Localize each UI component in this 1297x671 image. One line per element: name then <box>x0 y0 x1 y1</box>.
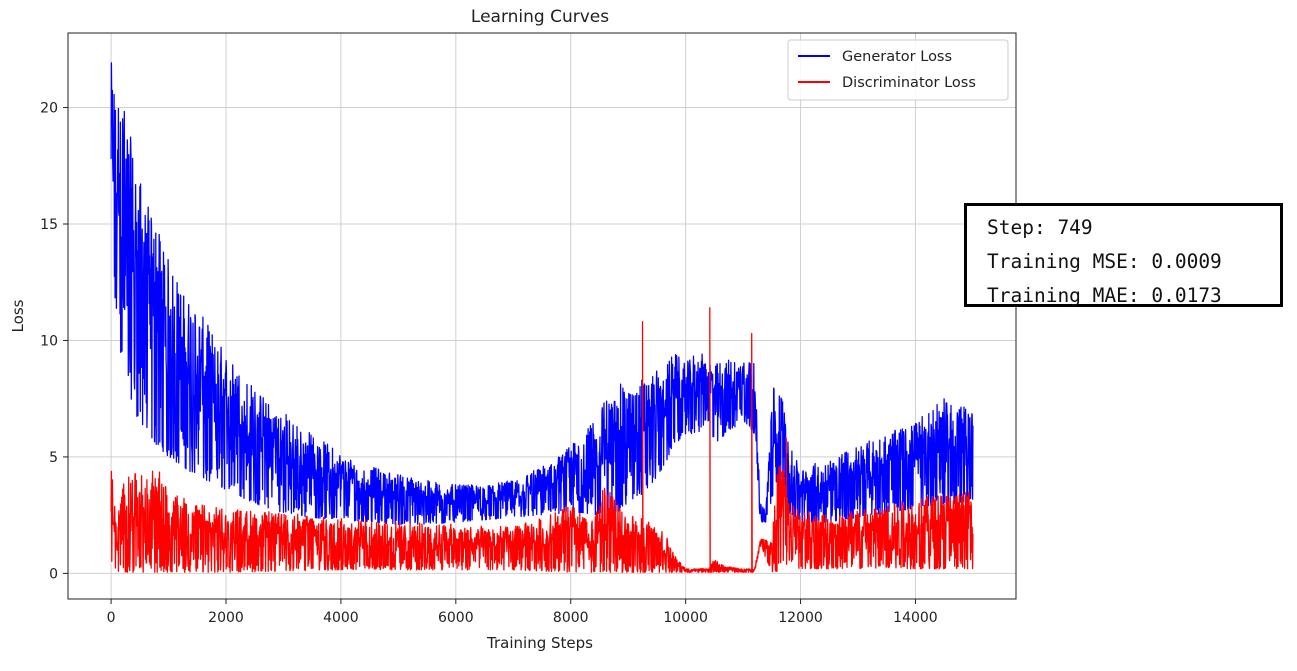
x-tick-label: 2000 <box>208 610 244 626</box>
chart-title: Learning Curves <box>471 7 609 27</box>
y-tick-label: 0 <box>49 566 58 582</box>
y-tick-label: 10 <box>40 333 58 349</box>
x-tick-label: 0 <box>107 610 116 626</box>
x-tick-label: 12000 <box>778 610 823 626</box>
x-axis-ticks: 0 2000 4000 6000 8000 10000 12000 14000 <box>107 599 938 626</box>
series-layer <box>110 62 974 573</box>
x-tick-label: 6000 <box>438 610 474 626</box>
discriminator-loss-line <box>110 307 974 573</box>
legend-box <box>787 39 1009 101</box>
y-tick-label: 20 <box>40 101 58 117</box>
x-tick-label: 10000 <box>663 610 708 626</box>
y-axis-ticks: 0 5 10 15 20 <box>40 101 68 582</box>
metrics-box: Step: 749 Training MSE: 0.0009 Training … <box>964 203 1283 307</box>
y-tick-label: 5 <box>49 450 58 466</box>
legend-label-discriminator: Discriminator Loss <box>842 75 976 91</box>
generator-loss-line <box>110 62 974 526</box>
x-axis-label: Training Steps <box>486 634 593 652</box>
y-tick-label: 15 <box>40 217 58 233</box>
legend-label-generator: Generator Loss <box>842 49 952 65</box>
y-axis-label: Loss <box>9 299 27 332</box>
metric-step: Step: 749 <box>987 216 1093 239</box>
metric-training-mae: Training MAE: 0.0173 <box>987 284 1222 307</box>
x-tick-label: 4000 <box>323 610 359 626</box>
plot-frame <box>67 32 1017 600</box>
x-tick-label: 8000 <box>553 610 589 626</box>
metric-training-mse: Training MSE: 0.0009 <box>987 250 1222 273</box>
legend: Generator Loss Discriminator Loss <box>787 39 1009 101</box>
x-tick-label: 14000 <box>893 610 938 626</box>
